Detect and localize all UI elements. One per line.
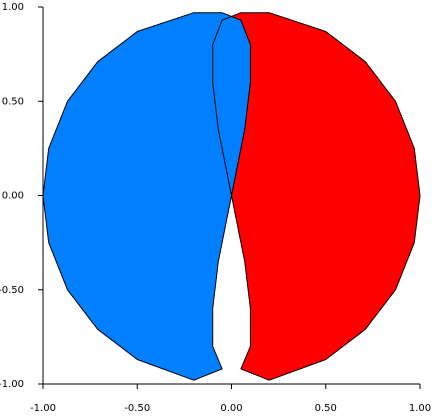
x-tick-label: -0.50 — [124, 403, 150, 414]
region-outline — [42, 12, 251, 381]
x-tick-label: 1.00 — [409, 403, 431, 414]
y-tick-label: -1.00 — [0, 379, 24, 390]
y-tick-label: 0.00 — [2, 191, 24, 202]
region-fill-overlay — [43, 12, 251, 196]
y-tick-label: -0.50 — [0, 285, 24, 296]
x-tick-label: -1.00 — [30, 403, 56, 414]
region-fill — [212, 12, 420, 381]
x-tick-label: 0.00 — [220, 403, 242, 414]
y-tick-label: 1.00 — [2, 2, 24, 13]
y-tick-label: 0.50 — [2, 96, 24, 107]
x-tick-label: 0.50 — [315, 403, 337, 414]
region-outline — [212, 12, 421, 381]
